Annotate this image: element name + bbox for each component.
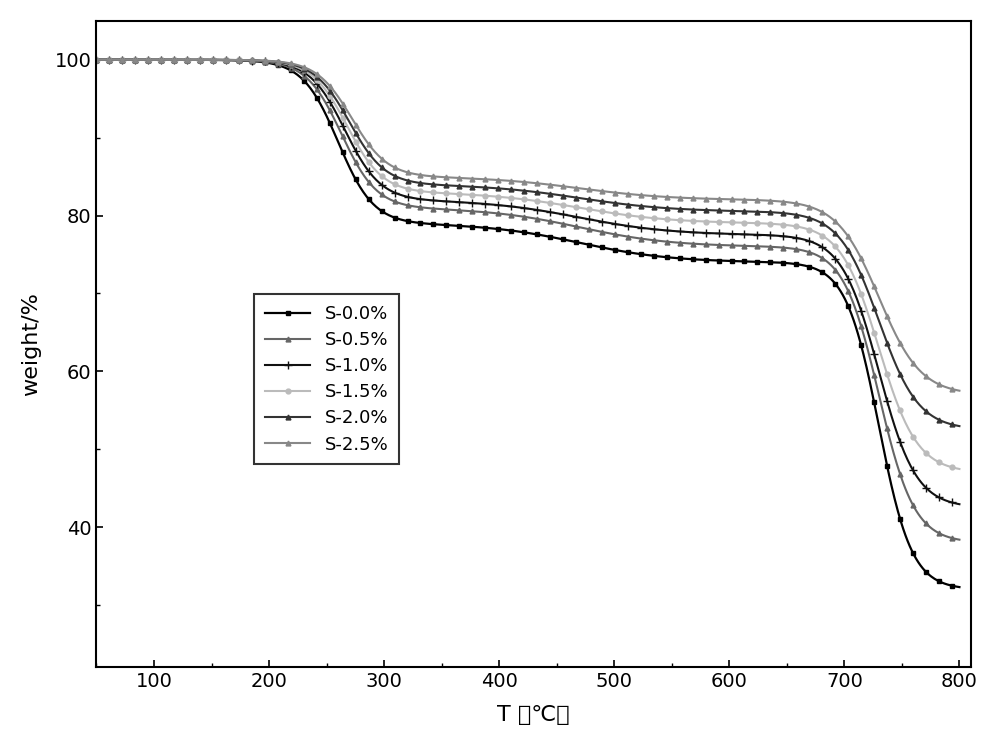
S-2.0% — [640, 202, 652, 211]
S-0.0% — [592, 242, 604, 251]
S-0.0% — [614, 246, 626, 255]
S-2.5% — [90, 55, 102, 64]
S-1.5% — [90, 55, 102, 64]
S-0.0% — [90, 55, 102, 64]
Line: S-2.0%: S-2.0% — [94, 57, 962, 428]
S-1.5% — [143, 55, 155, 64]
Line: S-0.0%: S-0.0% — [94, 57, 962, 589]
Line: S-0.5%: S-0.5% — [94, 57, 962, 542]
S-1.5% — [640, 213, 652, 222]
S-2.5% — [614, 189, 626, 198]
S-1.5% — [592, 207, 604, 216]
S-0.5% — [834, 271, 846, 280]
X-axis label: T （℃）: T （℃） — [497, 705, 570, 725]
S-0.0% — [834, 285, 846, 294]
S-1.0% — [953, 500, 965, 509]
S-1.0% — [592, 216, 604, 225]
S-2.5% — [834, 222, 846, 231]
S-2.0% — [745, 207, 757, 216]
S-0.5% — [143, 55, 155, 64]
S-2.0% — [834, 233, 846, 242]
S-1.0% — [745, 230, 757, 239]
S-2.0% — [592, 196, 604, 205]
S-2.5% — [592, 186, 604, 195]
S-0.5% — [90, 55, 102, 64]
S-1.0% — [90, 55, 102, 64]
Legend: S-0.0%, S-0.5%, S-1.0%, S-1.5%, S-2.0%, S-2.5%: S-0.0%, S-0.5%, S-1.0%, S-1.5%, S-2.0%, … — [254, 294, 399, 465]
S-0.5% — [745, 242, 757, 251]
S-1.0% — [143, 55, 155, 64]
S-1.0% — [834, 260, 846, 269]
S-2.0% — [143, 55, 155, 64]
S-0.5% — [614, 231, 626, 239]
S-2.5% — [953, 386, 965, 395]
Line: S-1.5%: S-1.5% — [94, 57, 962, 471]
S-1.5% — [745, 219, 757, 228]
S-2.0% — [90, 55, 102, 64]
S-2.5% — [640, 191, 652, 200]
S-1.0% — [614, 220, 626, 229]
S-0.5% — [640, 235, 652, 244]
S-2.0% — [614, 199, 626, 208]
Line: S-2.5%: S-2.5% — [94, 57, 962, 393]
S-2.5% — [143, 55, 155, 64]
S-0.0% — [745, 257, 757, 266]
S-1.5% — [953, 465, 965, 474]
S-1.0% — [640, 224, 652, 233]
S-0.5% — [592, 227, 604, 236]
S-2.0% — [953, 421, 965, 430]
S-1.5% — [834, 247, 846, 256]
S-0.0% — [143, 55, 155, 64]
S-0.0% — [640, 251, 652, 260]
S-1.5% — [614, 210, 626, 219]
S-2.5% — [745, 195, 757, 204]
Line: S-1.0%: S-1.0% — [93, 56, 963, 508]
S-0.0% — [953, 583, 965, 592]
Y-axis label: weight/%: weight/% — [21, 292, 41, 396]
S-0.5% — [953, 535, 965, 544]
